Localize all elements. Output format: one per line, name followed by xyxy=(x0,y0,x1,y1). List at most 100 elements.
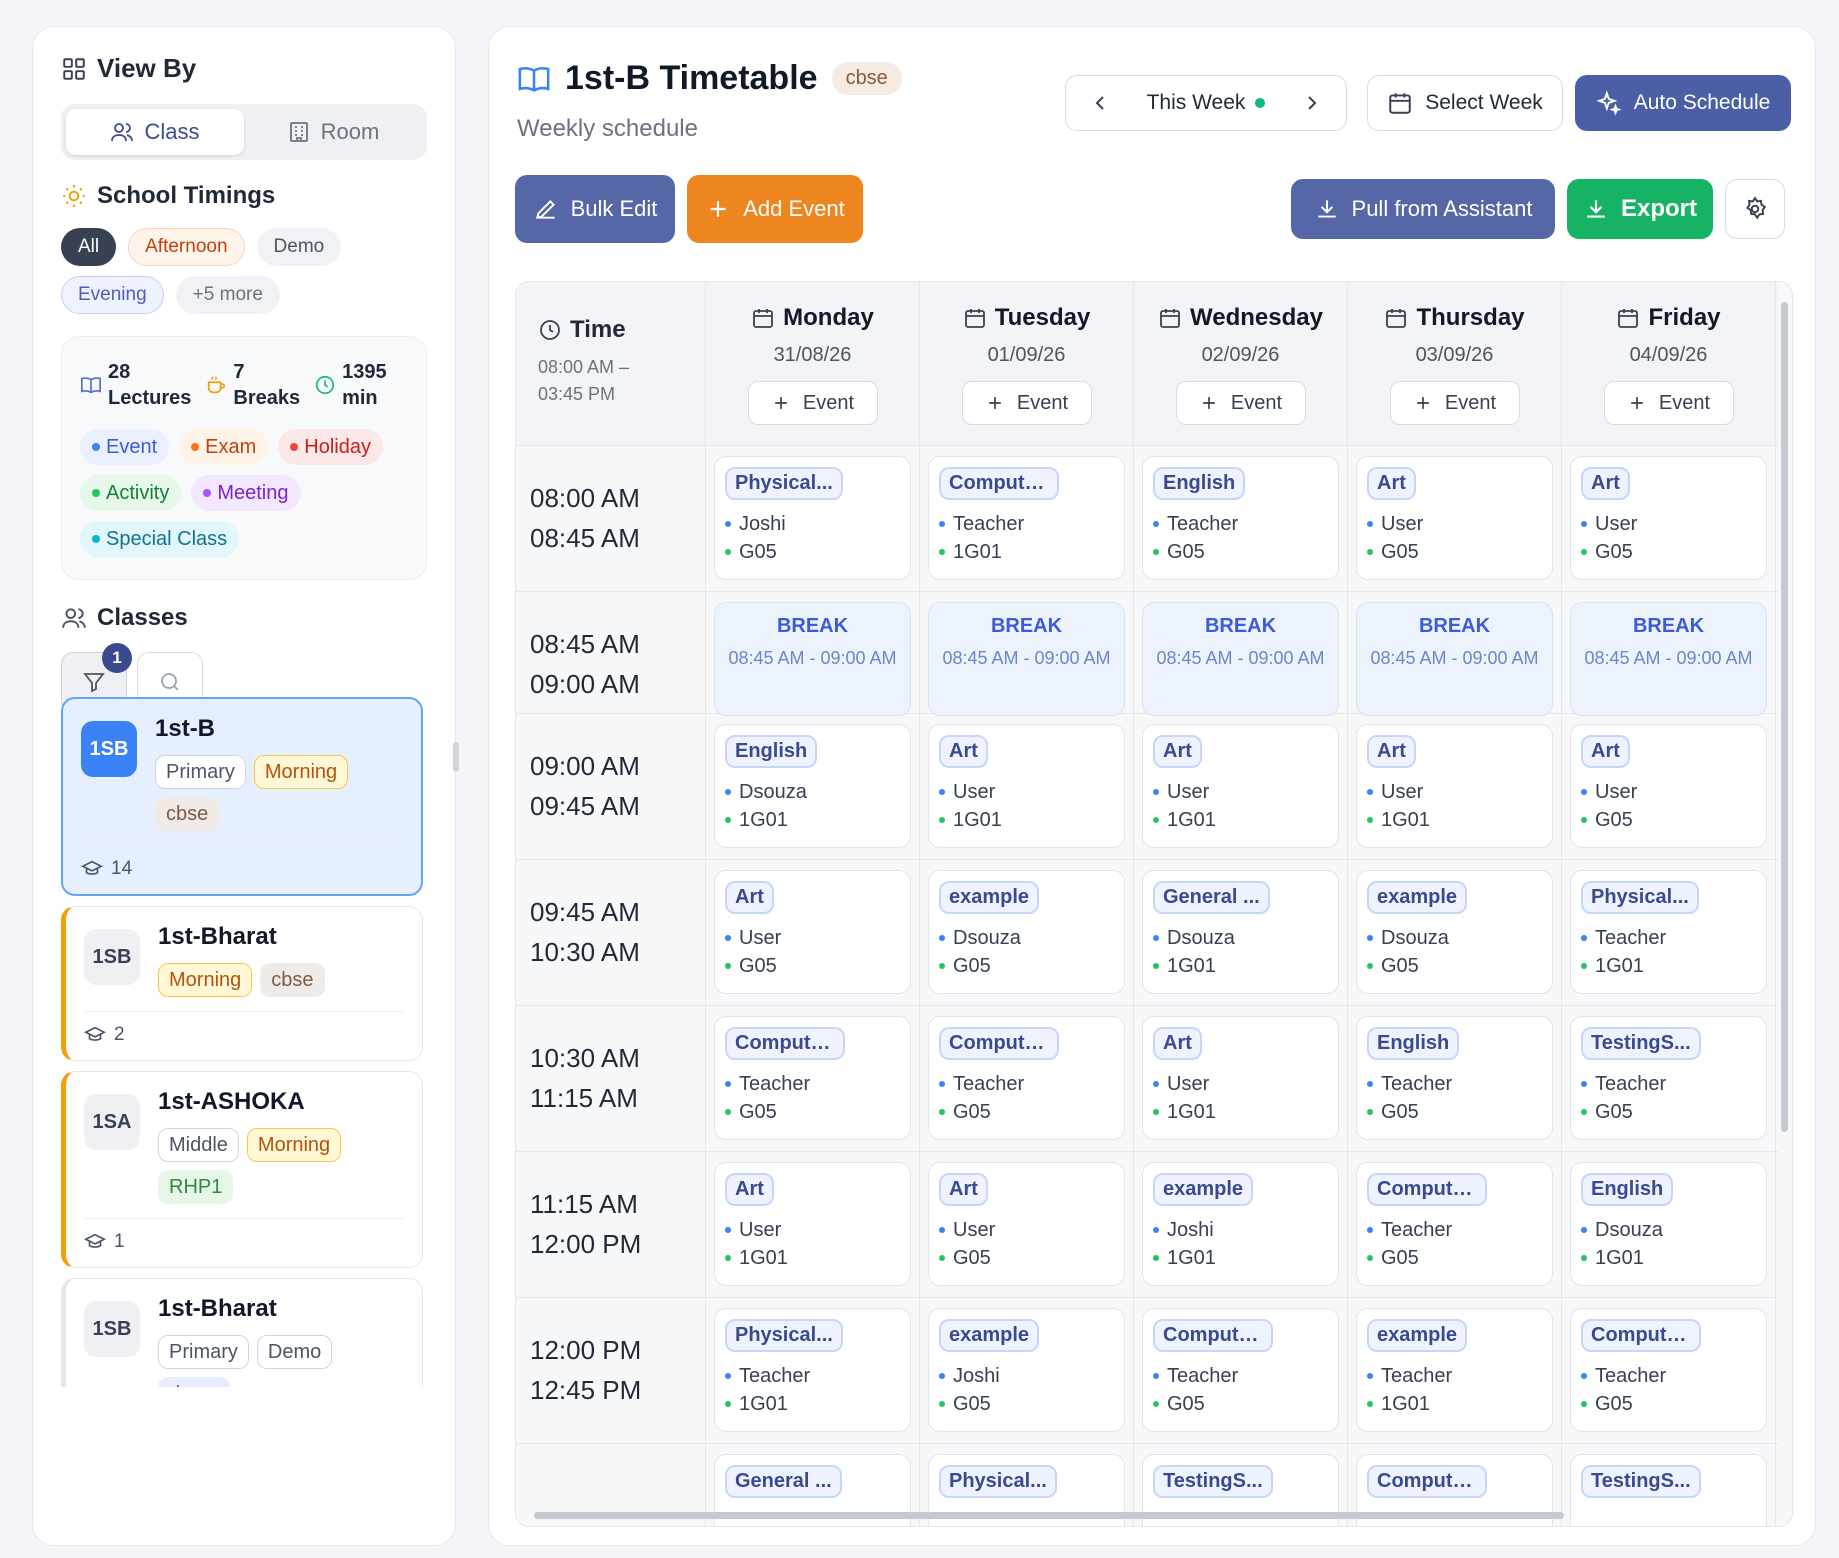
legend-item[interactable]: Event xyxy=(80,429,170,465)
users-icon xyxy=(62,608,86,628)
lesson-card[interactable]: example Teacher 1G01 xyxy=(1356,1308,1553,1432)
lesson-card[interactable]: Physical... Joshi G05 xyxy=(714,456,911,580)
lesson-card[interactable]: Computer... Teacher G05 xyxy=(928,1016,1125,1140)
lesson-card[interactable]: Computer... Teacher G05 xyxy=(1356,1162,1553,1286)
teacher-text: Teacher xyxy=(953,513,1025,535)
lesson-card[interactable]: English Dsouza 1G01 xyxy=(1570,1162,1767,1286)
lesson-card[interactable]: example Dsouza G05 xyxy=(1356,870,1553,994)
timetable-cell: English Dsouza 1G01 xyxy=(706,714,920,859)
lesson-card[interactable]: Art User 1G01 xyxy=(714,1162,911,1286)
time-slot: 11:15 AM 12:00 PM xyxy=(516,1152,706,1297)
timing-chip-all[interactable]: All xyxy=(61,228,117,266)
lesson-card[interactable]: English Dsouza 1G01 xyxy=(714,724,911,848)
bulk-edit-button[interactable]: Bulk Edit xyxy=(515,175,675,243)
legend-item[interactable]: Holiday xyxy=(278,429,383,465)
break-block[interactable]: BREAK 08:45 AM - 09:00 AM xyxy=(1142,602,1339,716)
timing-chip-demo[interactable]: Demo xyxy=(256,228,342,266)
lesson-card[interactable]: Art User 1G01 xyxy=(1142,1016,1339,1140)
lesson-card[interactable]: TestingS... Teacher G05 xyxy=(1570,1016,1767,1140)
lesson-card[interactable]: Art User G05 xyxy=(1356,456,1553,580)
day-header-wednesday: Wednesday 02/09/26 Event xyxy=(1134,282,1348,445)
chevron-left-icon[interactable] xyxy=(1088,91,1112,115)
add-event-button[interactable]: Add Event xyxy=(687,175,863,243)
lesson-card[interactable]: General ... Dsouza 1G01 xyxy=(1142,870,1339,994)
teacher-dot xyxy=(1581,935,1587,941)
day-label: Tuesday xyxy=(994,304,1091,331)
lesson-card[interactable]: Computer... Teacher 1G01 xyxy=(928,456,1125,580)
class-card[interactable]: 1SB 1st-B Primary Morning cbse 14 xyxy=(61,697,423,896)
break-block[interactable]: BREAK 08:45 AM - 09:00 AM xyxy=(714,602,911,716)
legend-item[interactable]: Exam xyxy=(179,429,269,465)
legend-item[interactable]: Special Class xyxy=(80,521,240,557)
timetable-cell: TestingS... Teacher G05 xyxy=(1562,1006,1776,1151)
view-room-button[interactable]: Room xyxy=(244,109,422,155)
class-list-scroll-thumb[interactable] xyxy=(453,742,459,772)
teacher-dot xyxy=(939,935,945,941)
add-day-event-button[interactable]: Event xyxy=(747,381,878,425)
class-list-scrollbar[interactable] xyxy=(451,732,461,1432)
timetable-vertical-scroll-thumb[interactable] xyxy=(1781,302,1788,1132)
lesson-card[interactable]: Art User 1G01 xyxy=(1356,724,1553,848)
settings-button[interactable] xyxy=(1725,179,1785,239)
lesson-card[interactable]: Art User G05 xyxy=(1570,724,1767,848)
room-name: G05 xyxy=(1153,539,1328,565)
lesson-card[interactable]: Computer... Teacher G05 xyxy=(1142,1308,1339,1432)
export-button[interactable]: Export xyxy=(1567,179,1713,239)
legend-item[interactable]: Activity xyxy=(80,475,182,511)
add-day-event-button[interactable]: Event xyxy=(1175,381,1306,425)
lesson-card[interactable]: Computer... Teacher G05 xyxy=(1570,1308,1767,1432)
search-icon xyxy=(161,673,179,691)
lesson-card[interactable]: Physical... Teacher 1G01 xyxy=(714,1308,911,1432)
slot-start-time: 08:45 AM xyxy=(530,629,640,659)
time-slot: 10:30 AM 11:15 AM xyxy=(516,1006,706,1151)
lesson-card[interactable]: Art User 1G01 xyxy=(1142,724,1339,848)
subject-label: Physical... xyxy=(939,1465,1057,1498)
clock-icon xyxy=(540,320,560,340)
timetable-vertical-scrollbar[interactable] xyxy=(1778,292,1790,1512)
day-label: Monday xyxy=(783,304,874,331)
lesson-card[interactable]: example Joshi G05 xyxy=(928,1308,1125,1432)
lesson-card[interactable]: Art User G05 xyxy=(1570,456,1767,580)
pull-from-assistant-button[interactable]: Pull from Assistant xyxy=(1291,179,1555,239)
teacher-text: Teacher xyxy=(1595,1365,1667,1387)
room-dot xyxy=(1153,963,1159,969)
lesson-card[interactable]: example Joshi 1G01 xyxy=(1142,1162,1339,1286)
timing-chip-evening[interactable]: Evening xyxy=(61,276,164,314)
teacher-name: User xyxy=(725,1217,900,1243)
timetable-horizontal-scrollbar[interactable] xyxy=(524,1510,1778,1520)
break-block[interactable]: BREAK 08:45 AM - 09:00 AM xyxy=(1356,602,1553,716)
break-block[interactable]: BREAK 08:45 AM - 09:00 AM xyxy=(1570,602,1767,716)
timetable-horizontal-scroll-thumb[interactable] xyxy=(534,1512,1564,1519)
add-day-event-button[interactable]: Event xyxy=(1389,381,1520,425)
legend-item[interactable]: Meeting xyxy=(191,475,301,511)
lesson-card[interactable]: English Teacher G05 xyxy=(1356,1016,1553,1140)
add-day-event-button[interactable]: Event xyxy=(1603,381,1734,425)
add-event-label: Event xyxy=(1016,391,1069,414)
lesson-card[interactable]: TestingS... xyxy=(1570,1454,1767,1526)
timing-chip-afternoon[interactable]: Afternoon xyxy=(128,228,245,266)
add-day-event-button[interactable]: Event xyxy=(961,381,1092,425)
plus-icon xyxy=(775,397,787,409)
class-card[interactable]: 1SB 1st-Bharat Morning cbse 2 xyxy=(61,906,423,1061)
timing-chip-more[interactable]: +5 more xyxy=(175,276,280,314)
class-card[interactable]: 1SA 1st-ASHOKA Middle Morning RHP1 1 xyxy=(61,1071,423,1268)
room-name: 1G01 xyxy=(725,807,900,833)
lesson-card[interactable]: Art User G05 xyxy=(928,1162,1125,1286)
break-block[interactable]: BREAK 08:45 AM - 09:00 AM xyxy=(928,602,1125,716)
lesson-card[interactable]: Art User 1G01 xyxy=(928,724,1125,848)
room-dot xyxy=(1367,817,1373,823)
chevron-right-icon[interactable] xyxy=(1300,91,1324,115)
room-dot xyxy=(725,963,731,969)
teacher-dot xyxy=(1581,1373,1587,1379)
lesson-card[interactable]: Computer... Teacher G05 xyxy=(714,1016,911,1140)
lesson-card[interactable]: Art User G05 xyxy=(714,870,911,994)
lesson-card[interactable]: Physical... Teacher 1G01 xyxy=(1570,870,1767,994)
auto-schedule-button[interactable]: Auto Schedule xyxy=(1575,75,1791,131)
view-class-button[interactable]: Class xyxy=(66,109,244,155)
lesson-card[interactable]: English Teacher G05 xyxy=(1142,456,1339,580)
current-week[interactable]: This Week xyxy=(1147,91,1266,115)
lesson-card[interactable]: example Dsouza G05 xyxy=(928,870,1125,994)
timetable-cell: Art User 1G01 xyxy=(1134,1006,1348,1151)
select-week-button[interactable]: Select Week xyxy=(1367,75,1563,131)
